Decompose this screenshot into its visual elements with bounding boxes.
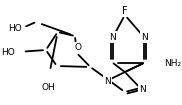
Text: HO: HO [1,47,15,56]
Text: OH: OH [42,83,56,92]
Text: O: O [74,43,81,52]
Text: HO: HO [8,24,21,33]
Text: F: F [122,6,128,16]
Text: NH₂: NH₂ [164,58,181,68]
Text: N: N [104,77,111,85]
Text: N: N [109,33,116,41]
Text: N: N [139,85,145,93]
Text: N: N [141,33,148,41]
